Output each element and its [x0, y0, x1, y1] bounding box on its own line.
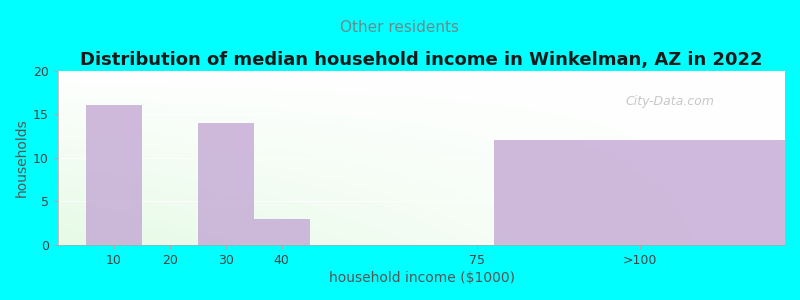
- Bar: [254, 219, 310, 245]
- Bar: [198, 123, 254, 245]
- Text: Other residents: Other residents: [341, 20, 459, 34]
- X-axis label: household income ($1000): household income ($1000): [329, 271, 514, 285]
- Text: City-Data.com: City-Data.com: [625, 95, 714, 108]
- Bar: [494, 140, 785, 245]
- Y-axis label: households: households: [15, 118, 29, 197]
- Bar: [86, 105, 142, 245]
- Title: Distribution of median household income in Winkelman, AZ in 2022: Distribution of median household income …: [80, 51, 762, 69]
